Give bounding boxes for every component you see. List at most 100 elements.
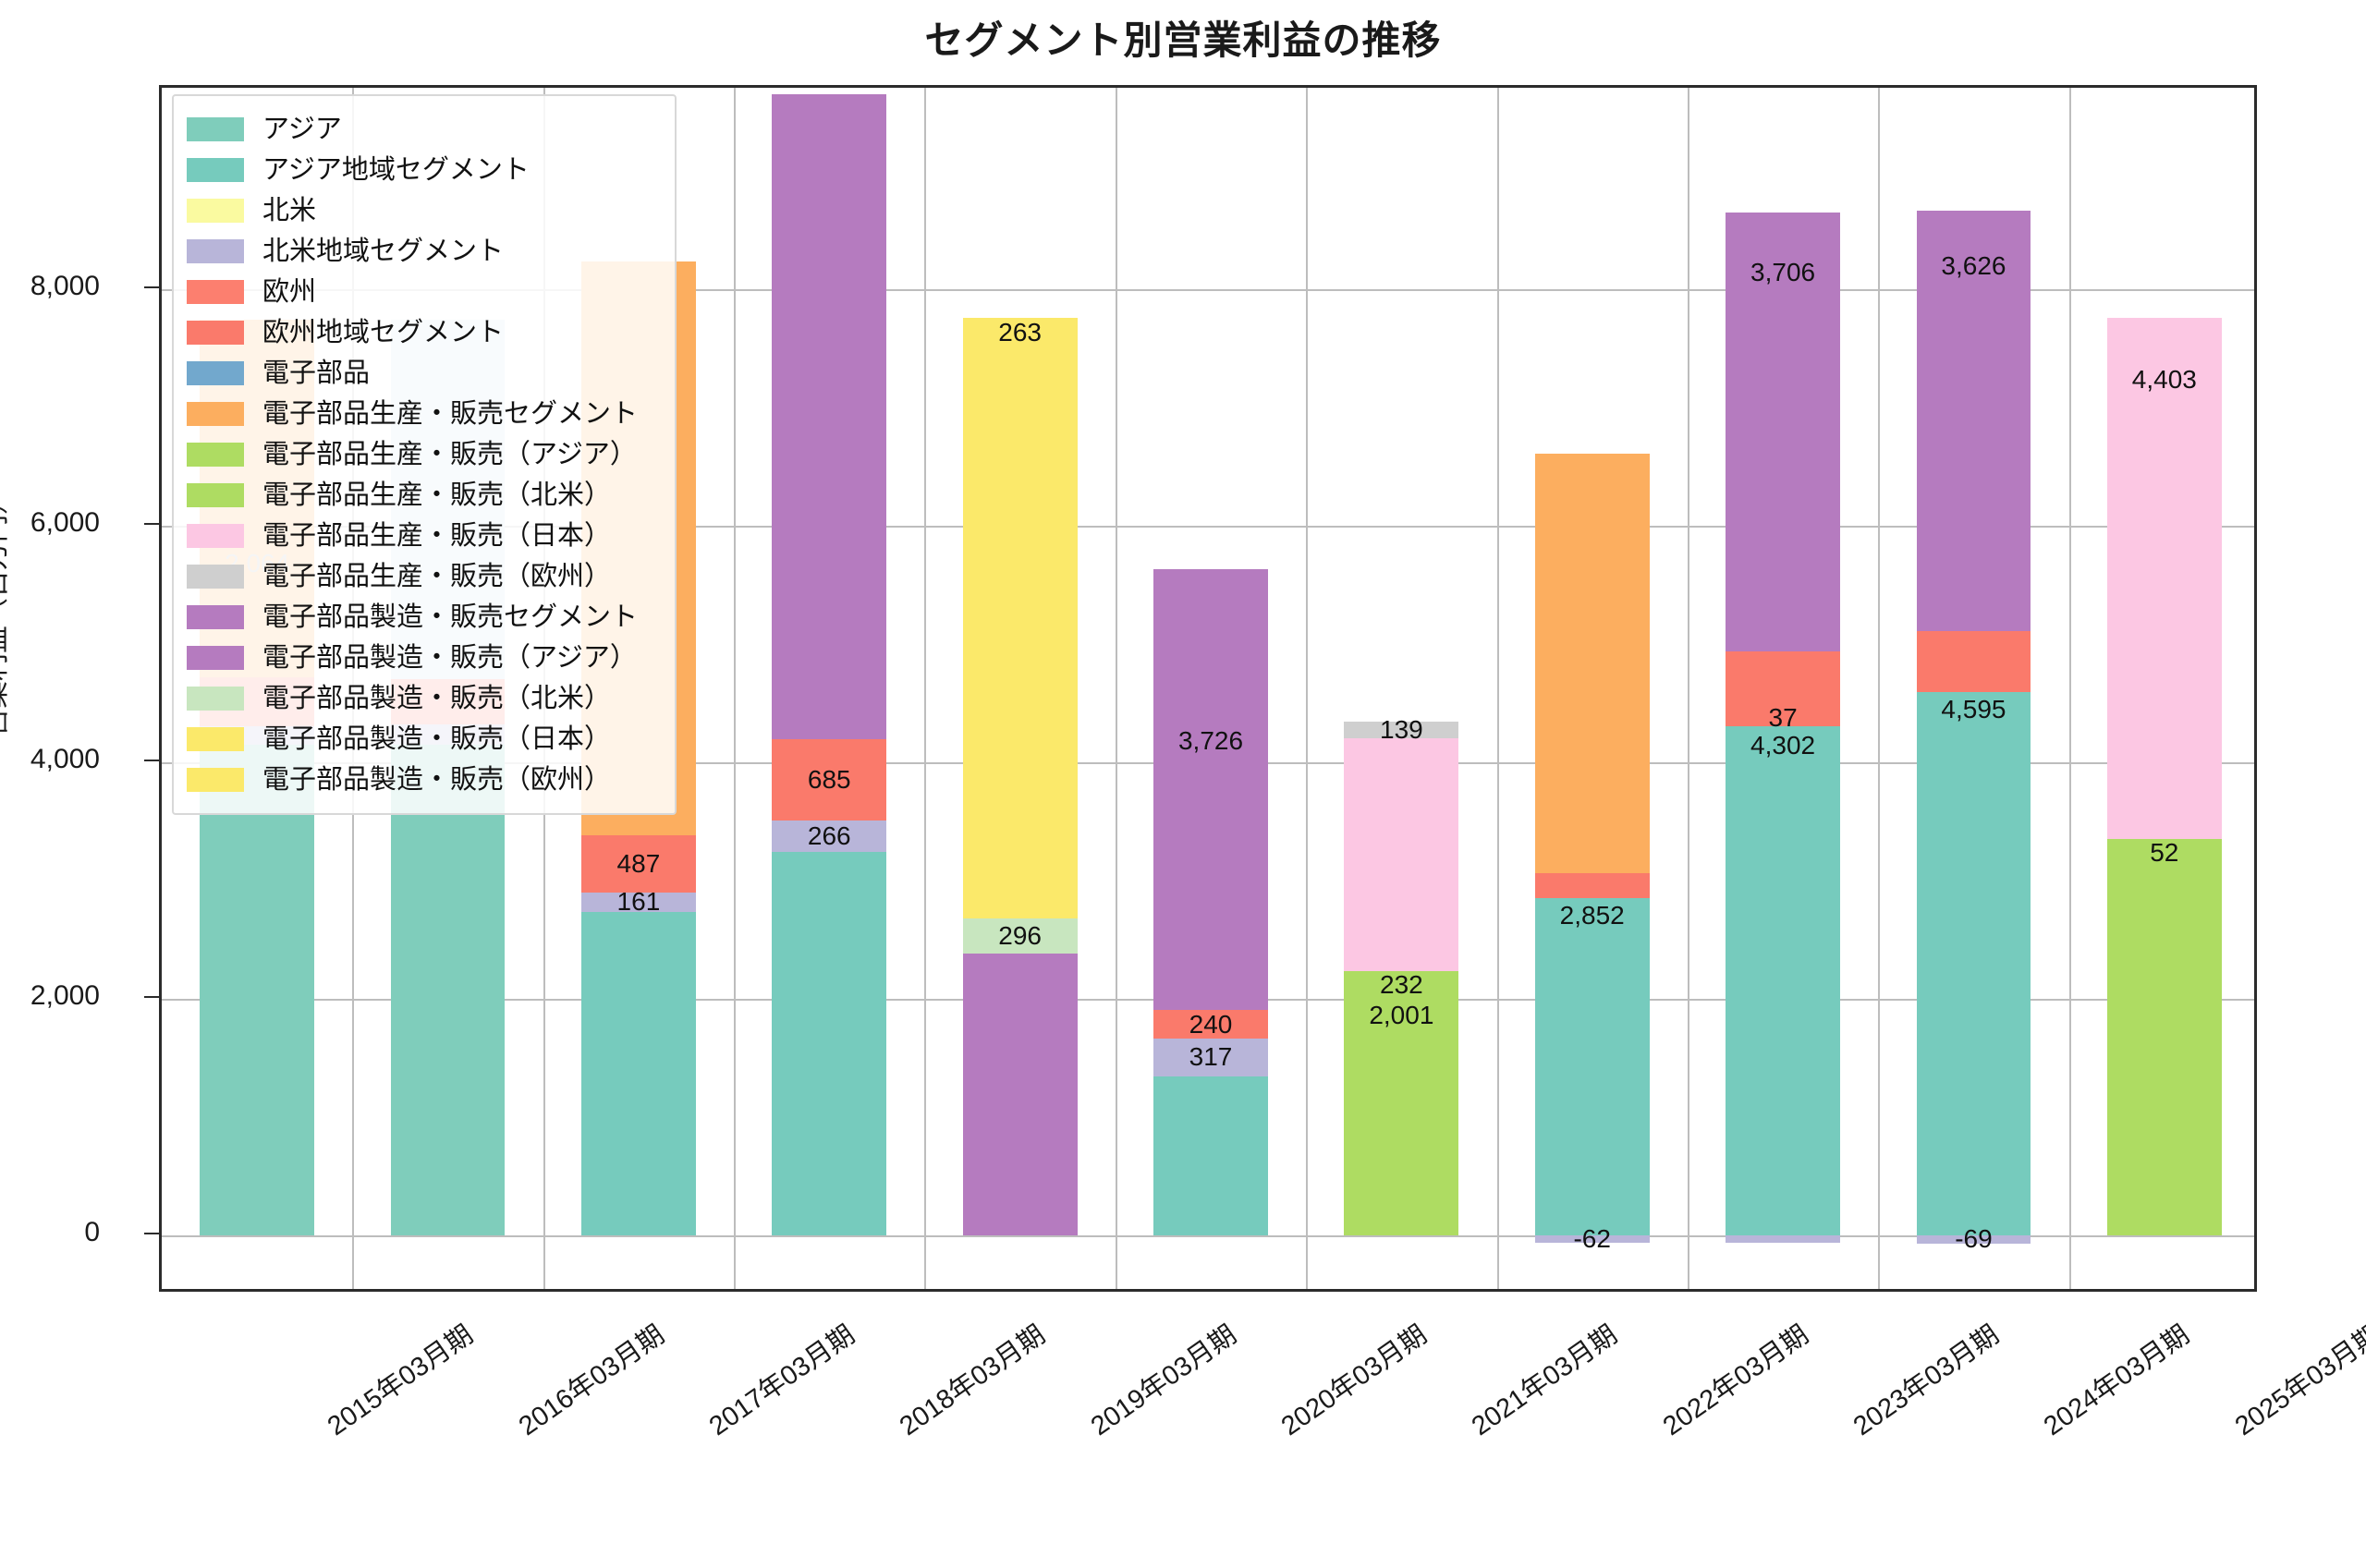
legend-color-swatch	[187, 483, 244, 507]
legend-color-swatch	[187, 158, 244, 182]
legend-item[interactable]: 電子部品製造・販売（北米）	[187, 678, 660, 719]
bar-segment	[1344, 738, 1459, 972]
bar-segment	[1534, 1234, 1650, 1243]
y-tick-label: 4,000	[30, 743, 100, 774]
bar-segment	[2106, 318, 2222, 839]
bar-segment	[962, 317, 1078, 349]
legend-item[interactable]: アジア地域セグメント	[187, 150, 660, 190]
bar-segment	[1153, 569, 1268, 1011]
legend-item[interactable]: 電子部品生産・販売（日本）	[187, 516, 660, 556]
bar-value-label: 487	[616, 848, 661, 878]
legend-color-swatch	[187, 321, 244, 345]
gridline-horizontal	[162, 1234, 2254, 1237]
legend-item[interactable]: 電子部品製造・販売（欧州）	[187, 760, 660, 800]
bar-segment	[2106, 838, 2222, 845]
y-tick-mark	[144, 995, 159, 998]
y-tick-mark	[144, 522, 159, 525]
legend-color-swatch	[187, 361, 244, 385]
bar-value-label: 232	[1380, 969, 1423, 999]
legend-item[interactable]: 電子部品生産・販売（北米）	[187, 475, 660, 516]
x-tick-label: 2017年03月期	[703, 1319, 860, 1442]
bar-segment	[1344, 998, 1459, 1235]
bar-segment	[200, 745, 315, 1235]
legend-item[interactable]: 電子部品製造・販売セグメント	[187, 597, 660, 638]
legend-label: 電子部品生産・販売（北米）	[262, 480, 612, 510]
bar-segment	[962, 918, 1078, 954]
bar-segment	[390, 744, 506, 1235]
legend-color-swatch	[187, 605, 244, 629]
bar-value-label: 4,403	[2131, 365, 2197, 395]
bar-segment	[1916, 691, 2031, 1235]
bar-value-label: -62	[1573, 1223, 1611, 1253]
legend-item[interactable]: 欧州	[187, 272, 660, 312]
bar-segment	[772, 851, 887, 1235]
y-tick-mark	[144, 1232, 159, 1234]
x-tick-label: 2021年03月期	[1467, 1319, 1624, 1442]
gridline-vertical	[1687, 88, 1689, 1289]
bar-segment	[962, 348, 1078, 919]
legend-item[interactable]: 電子部品製造・販売（アジア）	[187, 638, 660, 678]
bar-value-label: 4,302	[1750, 730, 1816, 760]
bar-value-label: 3,706	[1750, 257, 1816, 286]
legend-item[interactable]: 電子部品製造・販売（日本）	[187, 719, 660, 760]
legend-color-swatch	[187, 768, 244, 792]
gridline-vertical	[1496, 88, 1499, 1289]
bar-segment	[772, 738, 887, 820]
x-tick-label: 2020年03月期	[1275, 1319, 1433, 1442]
bar-value-label: 685	[807, 764, 851, 794]
bar-segment	[1534, 897, 1650, 1235]
legend-item[interactable]: 電子部品	[187, 353, 660, 394]
x-tick-label: 2022年03月期	[1657, 1319, 1814, 1442]
legend-label: 北米地域セグメント	[262, 236, 505, 266]
legend-color-swatch	[187, 402, 244, 426]
legend-label: 電子部品	[262, 358, 371, 388]
legend-item[interactable]: 電子部品生産・販売（欧州）	[187, 556, 660, 597]
chart-legend[interactable]: アジアアジア地域セグメント 北米北米地域セグメント欧州欧州地域セグメント 電子部品電…	[172, 94, 677, 815]
legend-item[interactable]: 北米地域セグメント	[187, 231, 660, 272]
gridline-vertical	[1306, 88, 1309, 1289]
bar-value-label: 3,626	[1941, 251, 2006, 281]
legend-item[interactable]: 電子部品生産・販売（アジア）	[187, 434, 660, 475]
legend-label: 電子部品生産・販売（欧州）	[262, 561, 612, 591]
bar-value-label: 266	[807, 820, 851, 850]
legend-item[interactable]: 欧州地域セグメント	[187, 312, 660, 353]
legend-color-swatch	[187, 117, 244, 141]
legend-color-swatch	[187, 239, 244, 263]
bar-value-label: 2,852	[1559, 901, 1625, 930]
gridline-vertical	[924, 88, 927, 1289]
legend-label: 電子部品生産・販売（アジア）	[262, 439, 637, 469]
legend-label: 電子部品製造・販売（北米）	[262, 683, 612, 713]
x-tick-label: 2023年03月期	[1848, 1319, 2005, 1442]
bar-segment	[1153, 1010, 1268, 1039]
bar-segment	[2106, 845, 2222, 1235]
bar-segment	[1726, 726, 1840, 1235]
legend-item[interactable]: アジア	[187, 109, 660, 150]
gridline-horizontal	[162, 288, 2254, 291]
legend-item[interactable]: 電子部品生産・販売セグメント	[187, 394, 660, 434]
bar-segment	[1916, 1234, 2031, 1244]
legend-color-swatch	[187, 199, 244, 223]
legend-color-swatch	[187, 727, 244, 751]
x-tick-label: 2016年03月期	[513, 1319, 670, 1442]
bar-segment	[1344, 722, 1459, 739]
bar-segment	[581, 892, 696, 912]
bar-segment	[1534, 453, 1650, 874]
bar-value-label: 161	[616, 887, 661, 917]
bar-segment	[1916, 210, 2031, 631]
bar-value-label: 2,001	[1369, 1000, 1434, 1029]
legend-label: 電子部品生産・販売（日本）	[262, 520, 612, 551]
legend-label: アジア地域セグメント	[262, 154, 530, 185]
y-tick-mark	[144, 759, 159, 761]
legend-label: 北米	[262, 195, 317, 225]
x-tick-label: 2024年03月期	[2039, 1319, 2196, 1442]
bar-value-label: 317	[1189, 1042, 1233, 1072]
x-tick-label: 2025年03月期	[2229, 1319, 2366, 1442]
legend-item[interactable]: 北米	[187, 190, 660, 231]
legend-color-swatch	[187, 687, 244, 711]
bar-value-label: 3,726	[1177, 725, 1244, 755]
bar-value-label: -69	[1955, 1224, 1993, 1254]
bar-value-label: 139	[1380, 715, 1423, 745]
bar-segment	[581, 911, 696, 1235]
legend-label: 欧州地域セグメント	[262, 317, 505, 347]
